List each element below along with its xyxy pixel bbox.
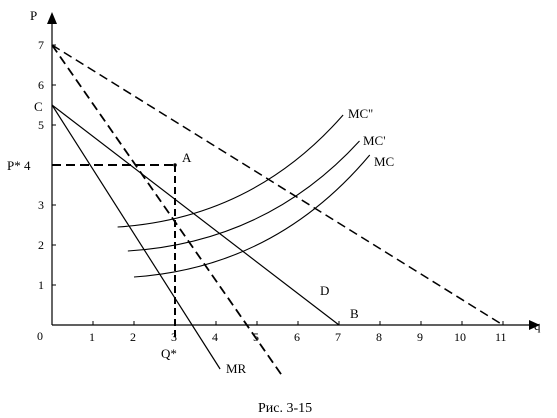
y-tick-label: 2 <box>38 238 44 252</box>
figure-caption: Рис. 3-15 <box>258 401 312 416</box>
x-tick-label: 11 <box>495 330 507 344</box>
x-tick-label: 2 <box>130 330 136 344</box>
curve-d-label: D <box>320 283 329 298</box>
x-tick-label: 4 <box>212 330 218 344</box>
x-tick-label: 1 <box>89 330 95 344</box>
y-tick-label: 7 <box>38 38 44 52</box>
origin-label: 0 <box>37 329 43 343</box>
curve-mr-label: MR <box>226 361 247 376</box>
y-tick-label: 6 <box>38 78 44 92</box>
x-ticks: 1234567891011 <box>89 321 507 344</box>
x-axis-arrow <box>529 320 540 330</box>
mc-prime-curve <box>127 140 360 252</box>
y-tick-label: 3 <box>38 198 44 212</box>
x-tick-label: 10 <box>454 330 466 344</box>
curve-mc1-label: MC' <box>363 133 386 148</box>
p-star-label: P* 4 <box>7 158 31 173</box>
x-tick-label: 8 <box>376 330 382 344</box>
x-axis-label: q <box>534 318 541 333</box>
y-tick-label: 5 <box>38 118 44 132</box>
point-a-marker <box>173 163 177 167</box>
point-b-label: B <box>350 306 359 321</box>
point-a-label: A <box>182 150 192 165</box>
x-tick-label: 9 <box>417 330 423 344</box>
point-c-label: C <box>34 99 43 114</box>
curves <box>51 44 504 376</box>
demand-curve-d <box>51 104 340 326</box>
dashed-demand-curve <box>51 44 504 326</box>
marginal-revenue-curve-mr <box>51 104 221 370</box>
dashed-marginal-revenue-curve <box>51 44 283 376</box>
x-tick-label: 6 <box>294 330 300 344</box>
curve-mc2-label: MC'' <box>348 106 373 121</box>
curve-mc-label: MC <box>374 154 394 169</box>
mc-curve <box>133 154 371 278</box>
y-axis-arrow <box>47 12 57 24</box>
y-ticks: 1 2 3 5 6 7 <box>38 38 56 292</box>
x-tick-label: 7 <box>335 330 341 344</box>
y-axis-label: P <box>30 8 37 23</box>
mc-double-prime-curve <box>117 114 344 228</box>
q-star-label: Q* <box>161 346 177 361</box>
y-tick-label: 1 <box>38 278 44 292</box>
